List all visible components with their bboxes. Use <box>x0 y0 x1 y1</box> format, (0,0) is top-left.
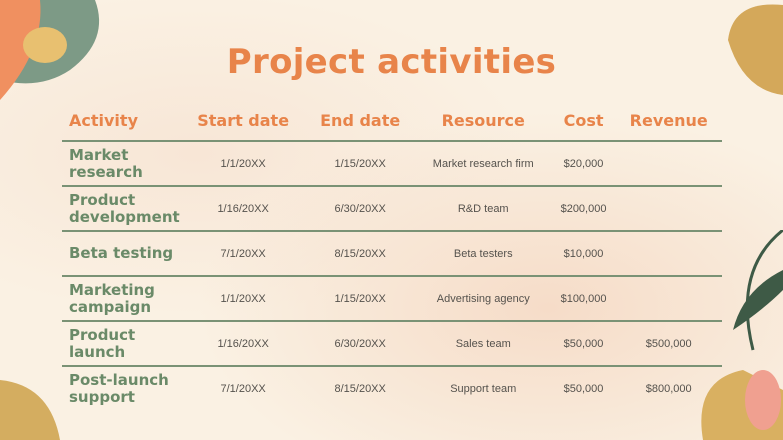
column-header: Revenue <box>615 100 722 142</box>
table-cell: Market research firm <box>414 141 552 187</box>
table-row: Beta testing 7/1/20XX 8/15/20XX Beta tester… <box>62 231 722 277</box>
table-cell: $200,000 <box>551 186 616 232</box>
table-cell: 7/1/20XX <box>220 382 266 395</box>
column-header: Cost <box>551 100 616 142</box>
table-cell: $100,000 <box>551 276 616 322</box>
column-header: Start date <box>180 100 306 142</box>
table-cell: $20,000 <box>551 141 616 187</box>
table-cell: 1/15/20XX <box>305 141 415 187</box>
table-cell: Beta testers <box>414 231 552 277</box>
table-cell <box>615 141 722 187</box>
table-cell <box>615 276 722 322</box>
activity-cell: Market research <box>62 141 181 187</box>
activities-table: Activity Start date End date Resource Cost Re… <box>62 100 722 410</box>
table-cell: 1/16/20XX <box>180 321 306 367</box>
table-cell: $50,000 <box>563 382 604 395</box>
table-cell: 6/30/20XX <box>305 321 415 367</box>
table-cell: 8/15/20XX <box>334 382 386 395</box>
table-header-row: Activity Start date End date Resource Cost Re… <box>62 100 722 142</box>
leaf-decoration-top-left <box>0 0 100 100</box>
table-row: Post-launch support 7/1/20XX 8/15/20XX Supp… <box>62 366 722 410</box>
table-cell: 6/30/20XX <box>305 186 415 232</box>
table-cell: R&D team <box>414 186 552 232</box>
table-cell: Advertising agency <box>414 276 552 322</box>
activity-cell: Product development <box>62 186 181 232</box>
table-cell: 1/16/20XX <box>180 186 306 232</box>
table-row: Product launch 1/16/20XX 6/30/20XX Sales te… <box>62 321 722 367</box>
table-cell: $10,000 <box>551 231 616 277</box>
activity-cell: Beta testing <box>62 231 181 277</box>
table-cell: 1/1/20XX <box>180 141 306 187</box>
table-cell: $500,000 <box>615 321 722 367</box>
table-cell: 8/15/20XX <box>305 231 415 277</box>
table-cell: 1/15/20XX <box>305 276 415 322</box>
leaf-decoration-bottom-left <box>0 380 60 440</box>
table-row: Marketing campaign 1/1/20XX 1/15/20XX Adver… <box>62 276 722 322</box>
table-cell <box>615 231 722 277</box>
activity-cell: Post-launch support <box>69 370 169 406</box>
plant-decoration-bottom-right <box>701 230 783 440</box>
table-cell: $50,000 <box>551 321 616 367</box>
leaf-decoration-top-right <box>728 4 783 96</box>
activity-cell: Marketing campaign <box>62 276 181 322</box>
table-cell: 1/1/20XX <box>180 276 306 322</box>
table-cell: 7/1/20XX <box>180 231 306 277</box>
table-cell: Support team <box>450 382 517 395</box>
table-row: Product development 1/16/20XX 6/30/20XX R&D… <box>62 186 722 232</box>
table-cell: $800,000 <box>645 382 692 395</box>
column-header: Activity <box>62 100 181 142</box>
column-header: Resource <box>414 100 552 142</box>
table-row: Market research 1/1/20XX 1/15/20XX Market r… <box>62 141 722 187</box>
page-title: Project activities <box>226 42 557 82</box>
table-cell <box>615 186 722 232</box>
table-cell: Sales team <box>414 321 552 367</box>
column-header: End date <box>305 100 415 142</box>
activity-cell: Product launch <box>62 321 181 367</box>
